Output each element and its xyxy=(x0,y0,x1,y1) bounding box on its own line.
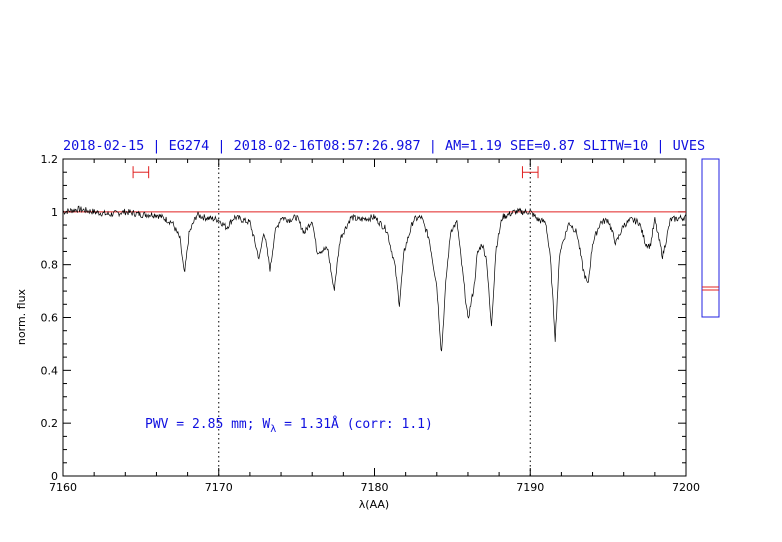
y-tick-label: 0.6 xyxy=(41,312,59,325)
x-tick-label: 7200 xyxy=(672,481,700,494)
plot-area: 7160 7170 7180 7190 7200 0 0.2 0.4 0.6 0.8 1 1.2 xyxy=(41,153,701,494)
x-tick-label: 7190 xyxy=(516,481,544,494)
x-tick-label: 7170 xyxy=(205,481,233,494)
pwv-annotation: PWV = 2.85 mm; Wλ = 1.31Å (corr: 1.1) xyxy=(145,416,433,435)
chart-title: 2018-02-15 | EG274 | 2018-02-16T08:57:26… xyxy=(63,138,705,154)
y-axis-label: norm. flux xyxy=(15,288,28,345)
x-tick-label: 7160 xyxy=(49,481,77,494)
annotation-tail: = 1.31Å (corr: 1.1) xyxy=(276,416,433,432)
y-tick-label: 0.4 xyxy=(41,364,59,377)
spectrum-line xyxy=(62,205,687,352)
side-box xyxy=(701,158,720,318)
y-tick-label: 0.8 xyxy=(41,259,59,272)
annotation-main: PWV = 2.85 mm; W xyxy=(145,417,270,432)
annotation-sub: λ xyxy=(270,424,276,435)
y-tick-label: 0 xyxy=(51,470,58,483)
x-tick-label: 7180 xyxy=(361,481,389,494)
x-axis-label: λ(AA) xyxy=(359,498,389,511)
y-tick-label: 1 xyxy=(51,206,58,219)
side-box-frame xyxy=(701,158,720,318)
y-tick-label: 1.2 xyxy=(41,153,59,166)
y-tick-label: 0.2 xyxy=(41,417,59,430)
